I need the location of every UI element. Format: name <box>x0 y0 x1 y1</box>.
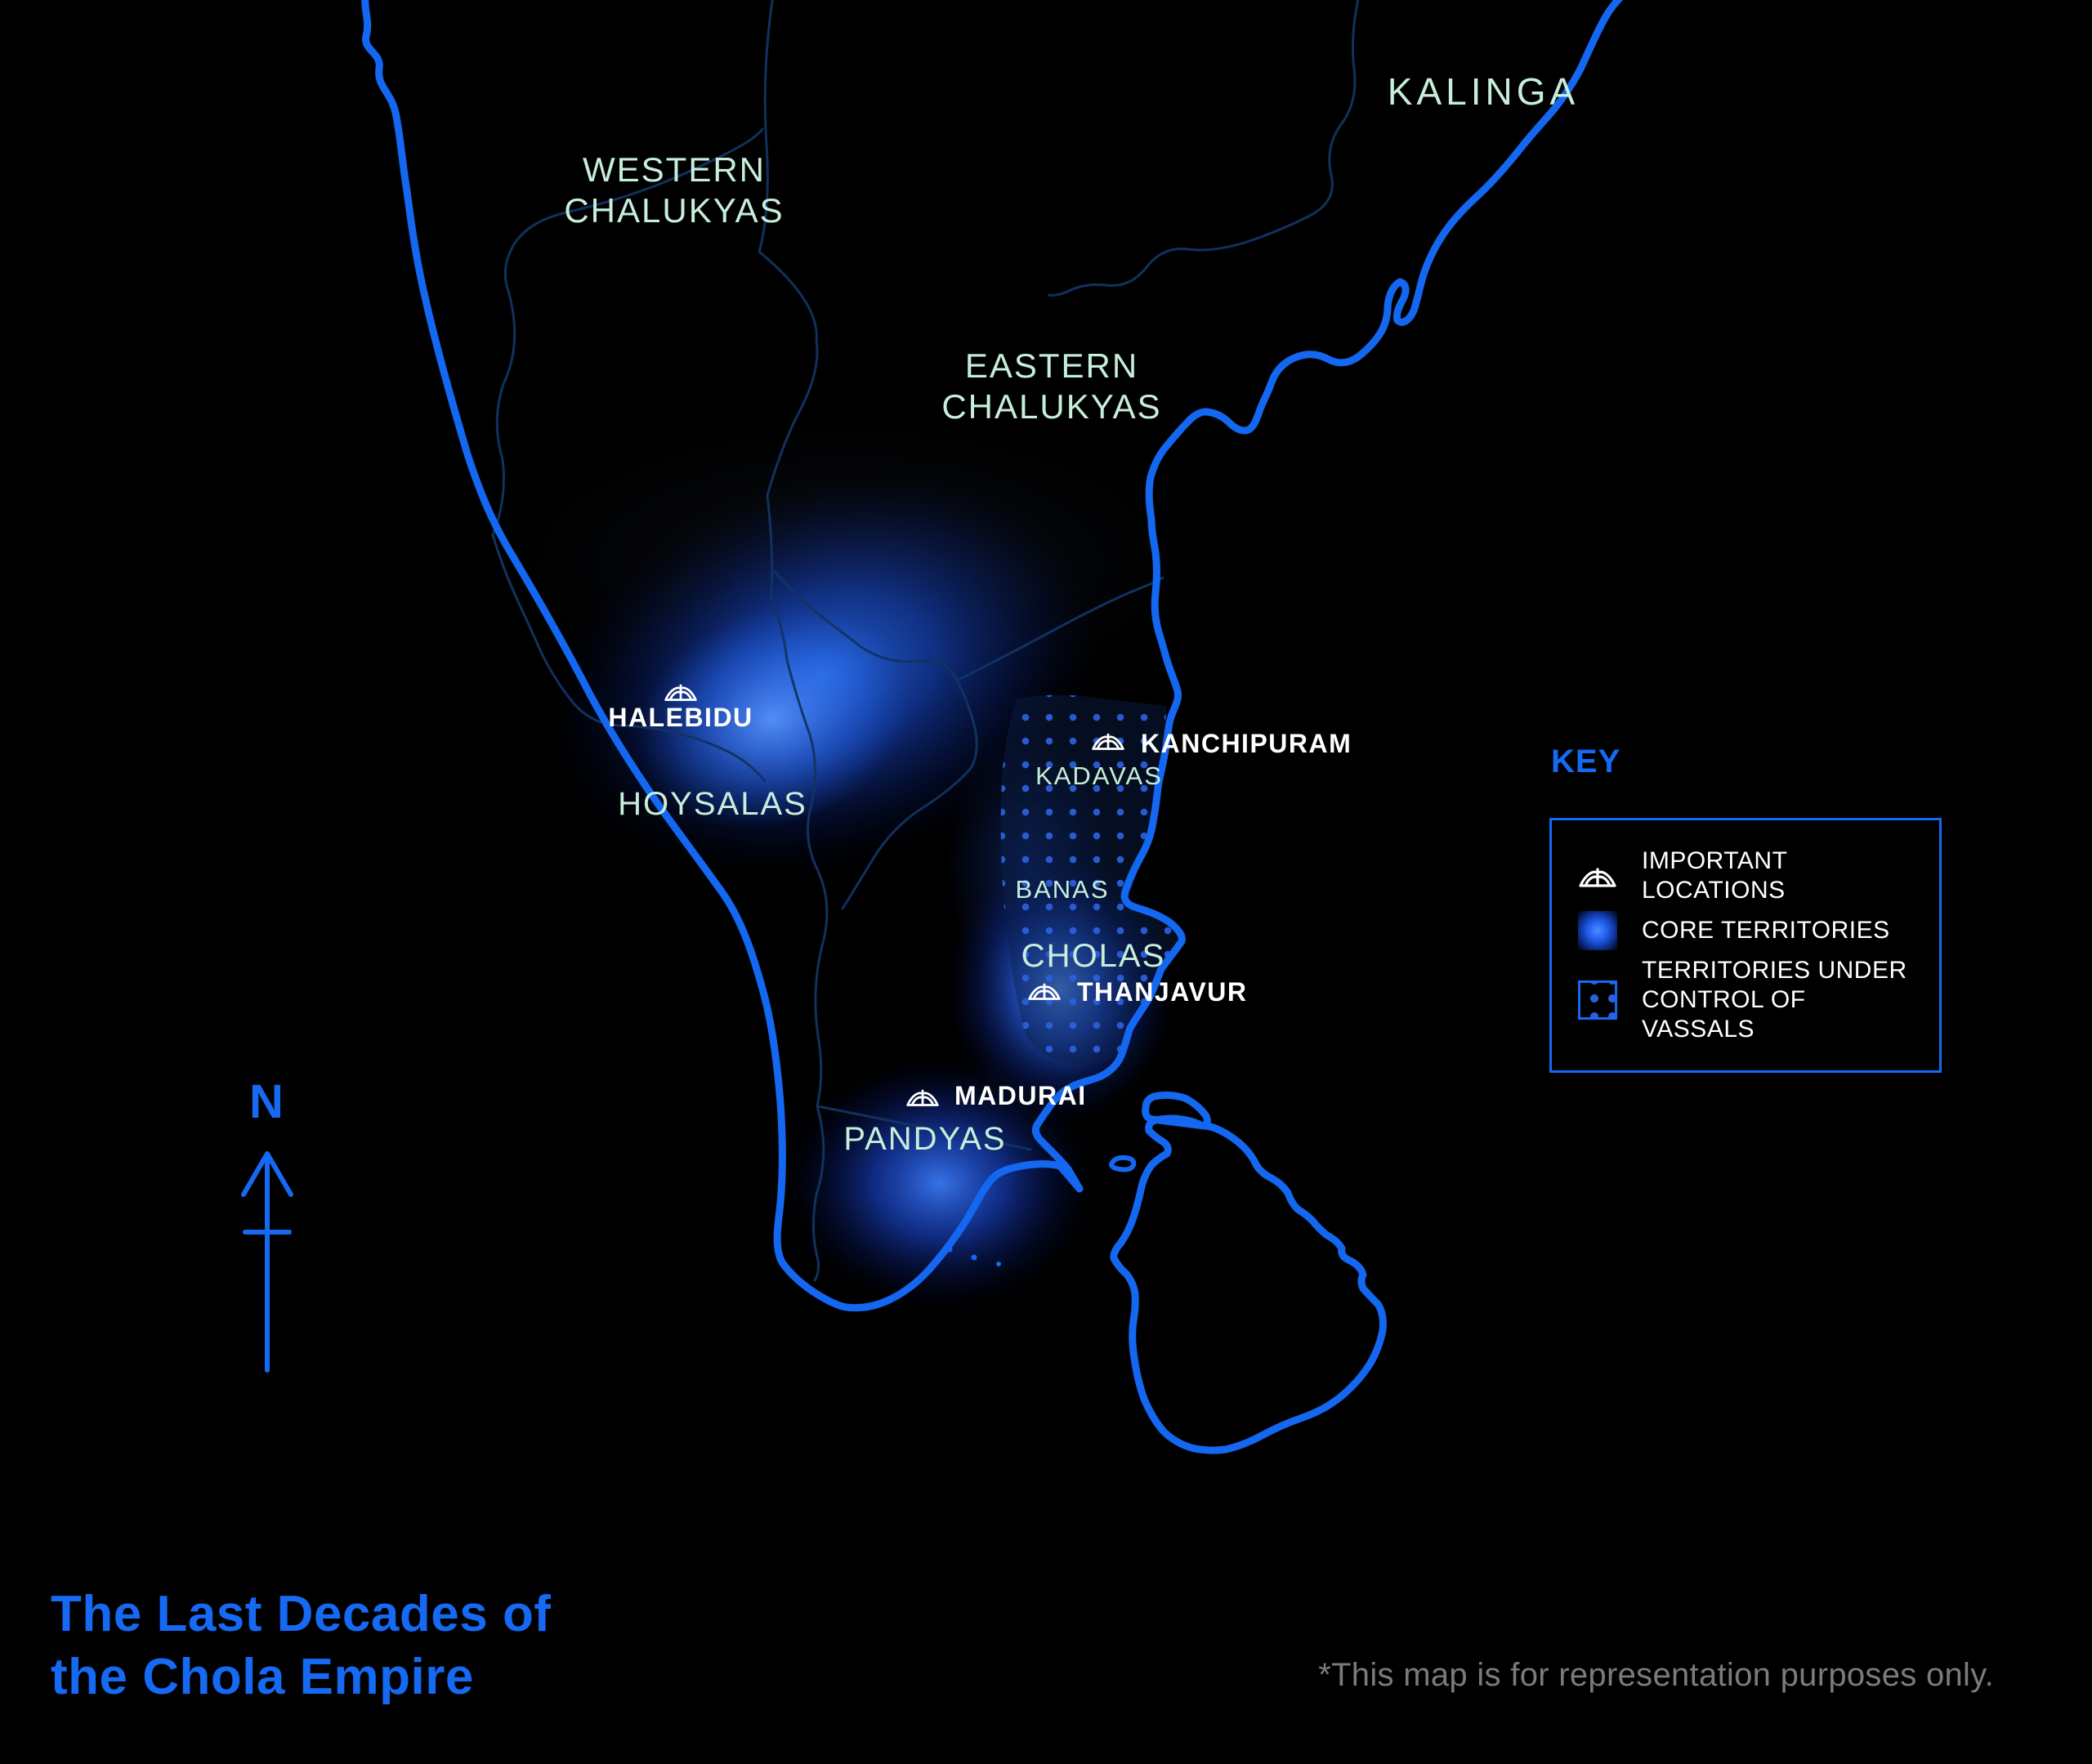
coastlines <box>361 0 1624 1454</box>
key-item-label: TERRITORIES UNDER CONTROL OF VASSALS <box>1642 956 1924 1044</box>
small-island <box>1109 1154 1137 1172</box>
region-label-western-chalukyas-line1: WESTERN <box>583 150 766 189</box>
border-kalinga <box>1048 0 1360 297</box>
vassal-territory-swatch-icon <box>1578 980 1617 1020</box>
location-label-thanjavur: THANJAVUR <box>1077 977 1247 1007</box>
key-box: IMPORTANT LOCATIONS CORE TERRITORIES TER… <box>1549 818 1942 1073</box>
region-label-kadavas: KADAVAS <box>1035 761 1163 790</box>
page-title-line1: The Last Decades of <box>51 1586 552 1642</box>
border-hoysala-east <box>773 570 978 910</box>
pandya-core-glow <box>784 1056 1095 1310</box>
india-coastline <box>361 0 1624 1312</box>
page-title: The Last Decades of the Chola Empire <box>51 1583 551 1709</box>
location-label-madurai: MADURAI <box>954 1081 1087 1110</box>
internal-borders <box>491 0 1360 1282</box>
north-compass: N <box>241 1075 293 1373</box>
vassal-territory-dots <box>1000 694 1182 1063</box>
map-key-panel: KEY IMPORTANT LOCATIONS CORE TERRITORIES… <box>1549 744 1942 1073</box>
region-label-banas: BANAS <box>1015 875 1109 904</box>
key-item-vassal-territories: TERRITORIES UNDER CONTROL OF VASSALS <box>1578 956 1924 1044</box>
region-label-western-chalukyas-line2: CHALUKYAS <box>564 191 784 230</box>
key-item-core-territories: CORE TERRITORIES <box>1578 911 1924 950</box>
region-label-cholas: CHOLAS <box>1021 938 1166 974</box>
sri-lanka-coastline <box>1110 1091 1387 1454</box>
border-coastal-west <box>491 289 767 783</box>
key-item-label: IMPORTANT LOCATIONS <box>1642 847 1787 904</box>
border-central <box>758 0 829 1282</box>
islet-specks <box>946 1246 1001 1266</box>
key-item-important-locations: IMPORTANT LOCATIONS <box>1578 846 1924 905</box>
key-item-label-line1: TERRITORIES UNDER <box>1642 957 1907 984</box>
north-arrow-icon <box>241 1151 293 1373</box>
disclaimer-text: *This map is for representation purposes… <box>1318 1657 1994 1693</box>
vassal-territories-layer <box>1000 694 1182 1063</box>
map-labels: WESTERN CHALUKYAS EASTERN CHALUKYAS KALI… <box>564 70 1579 1157</box>
key-item-label-line2: CONTROL OF VASSALS <box>1642 986 1806 1043</box>
page-title-line2: the Chola Empire <box>51 1648 474 1705</box>
border-northwest <box>503 127 764 293</box>
key-title: KEY <box>1551 744 1621 779</box>
compass-n-label: N <box>249 1075 284 1128</box>
region-label-eastern-chalukyas-line2: CHALUKYAS <box>941 387 1161 426</box>
region-label-hoysalas: HOYSALAS <box>618 786 807 822</box>
hoysala-core-glow-bright <box>636 609 909 829</box>
border-pandya-north <box>816 1105 1032 1151</box>
location-label-kanchipuram: KANCHIPURAM <box>1141 729 1352 758</box>
region-label-kalinga: KALINGA <box>1388 70 1579 113</box>
location-label-halebidu: HALEBIDU <box>608 703 753 732</box>
key-item-label: CORE TERRITORIES <box>1642 917 1890 944</box>
crown-icon <box>1578 863 1617 889</box>
core-territory-swatch-icon <box>1578 911 1617 950</box>
region-label-pandyas: PANDYAS <box>843 1121 1006 1157</box>
region-label-eastern-chalukyas-line1: EASTERN <box>965 346 1138 385</box>
